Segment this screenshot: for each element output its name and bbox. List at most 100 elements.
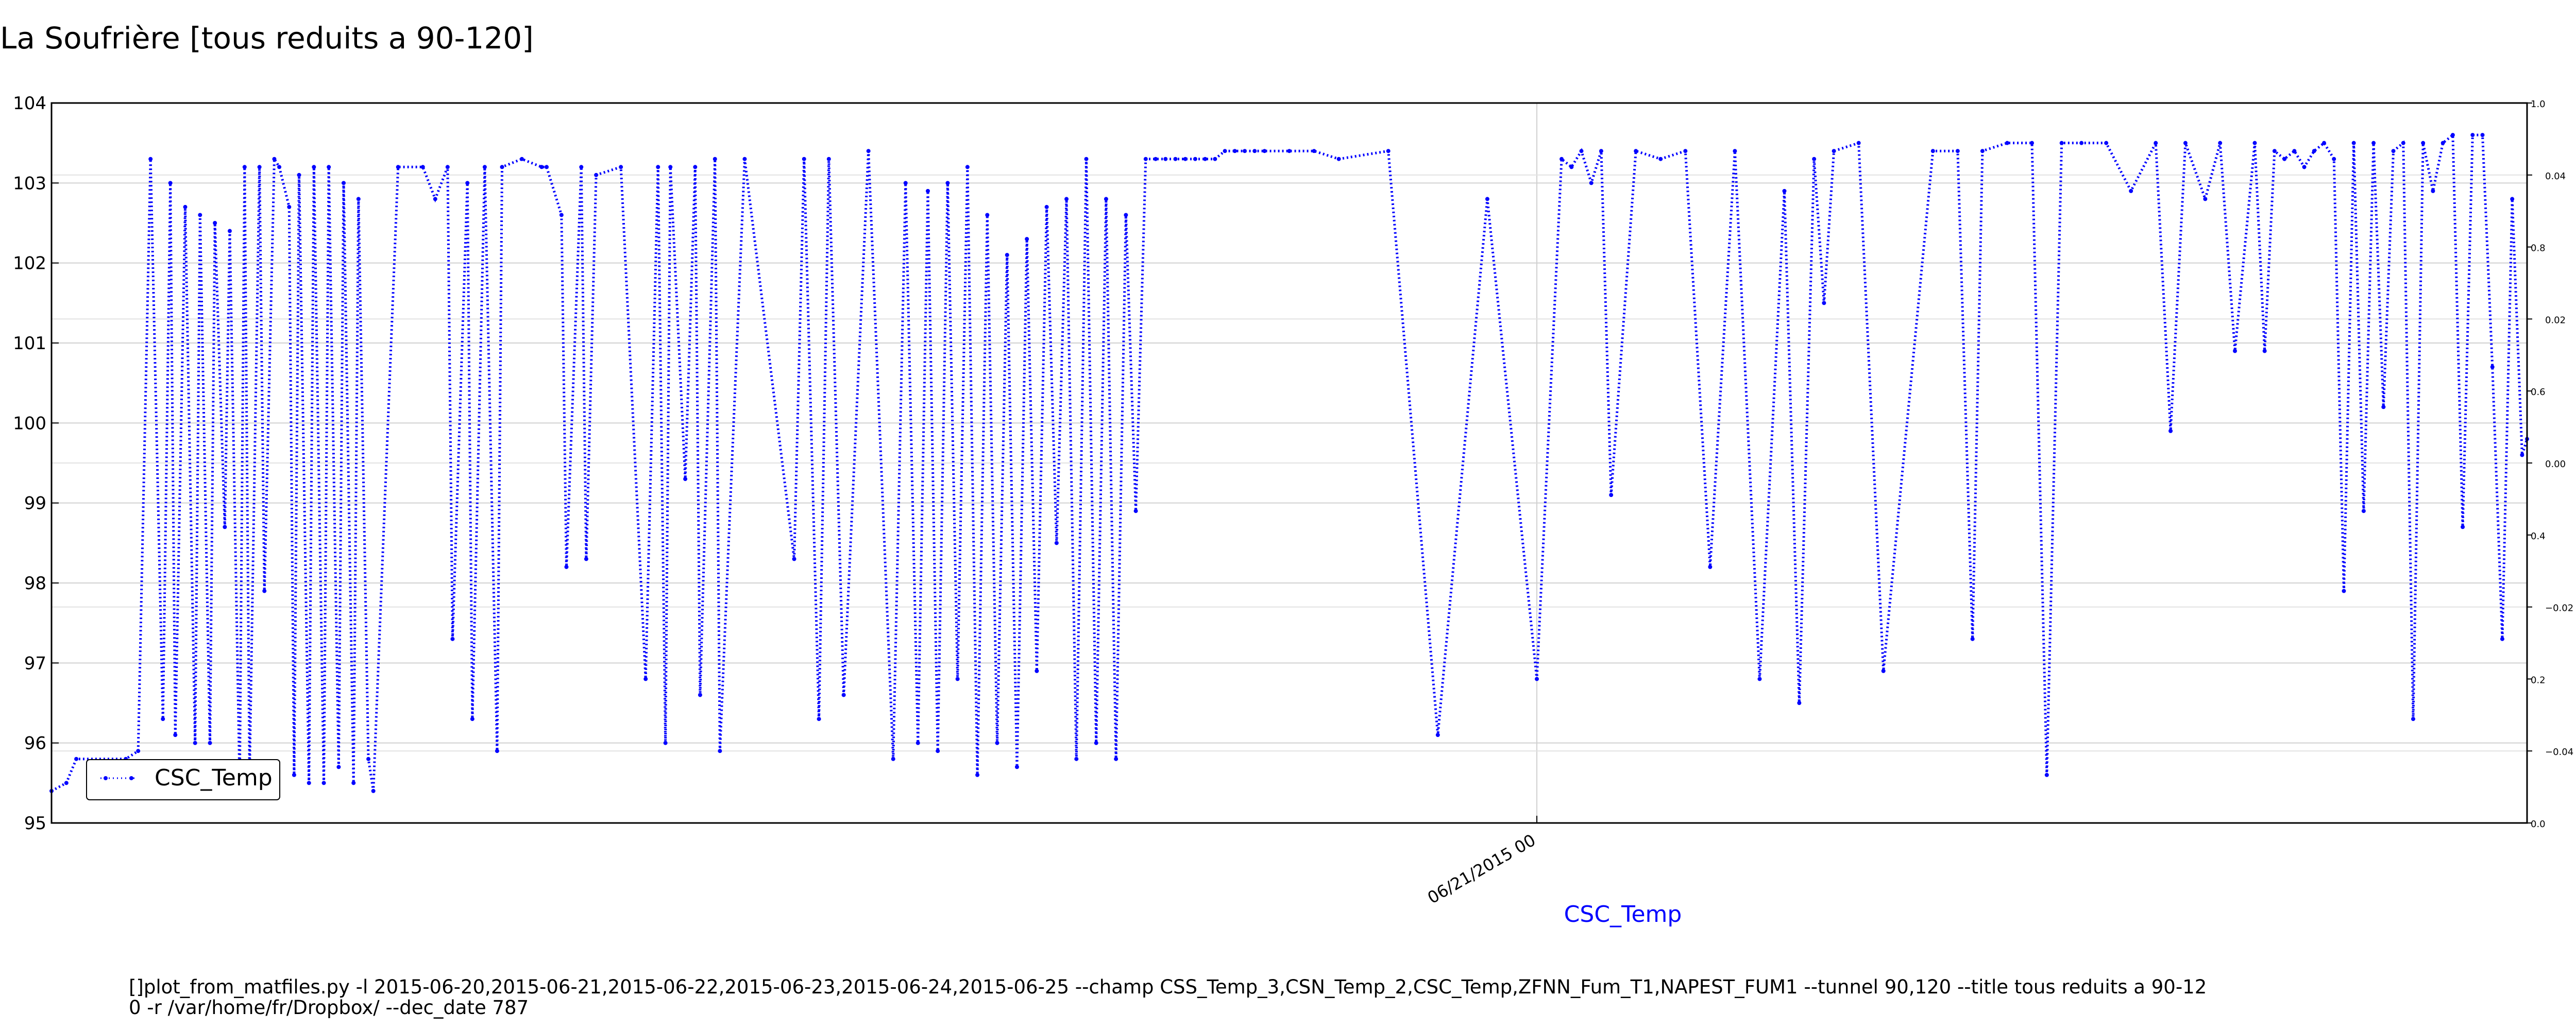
series-point	[2490, 365, 2495, 369]
series-point	[312, 165, 316, 169]
series-point	[2431, 188, 2435, 193]
series-point	[2282, 157, 2287, 161]
series-point	[2154, 141, 2158, 145]
series-point	[2104, 141, 2109, 145]
series-point	[656, 165, 660, 169]
series-point	[2470, 133, 2475, 138]
series-point	[1074, 757, 1079, 761]
series-point	[287, 204, 292, 209]
series-point	[2461, 525, 2465, 529]
series-point	[668, 165, 673, 169]
series-point	[663, 741, 668, 745]
series-point	[433, 197, 437, 201]
series-point	[841, 693, 846, 697]
series-point	[2183, 141, 2188, 145]
series-point	[321, 781, 326, 785]
series-point	[2044, 772, 2049, 777]
series-point	[1930, 149, 1935, 153]
series-point	[500, 165, 504, 169]
series-point	[1579, 149, 1584, 153]
series-point	[1044, 204, 1049, 209]
series-point	[2272, 149, 2277, 153]
series-point	[1035, 668, 1039, 673]
series-point	[470, 717, 474, 722]
page-title: La Soufrière [tous reduits a 90-120]	[0, 21, 534, 56]
series-point	[327, 165, 331, 169]
right-tick-label: 0.2	[2531, 675, 2546, 685]
series-point	[742, 157, 747, 161]
series-point	[208, 741, 212, 745]
series-point	[262, 589, 267, 593]
y-tick-label: 102	[13, 253, 46, 274]
series-point	[1143, 157, 1148, 161]
series-point	[1485, 197, 1489, 201]
series-point	[1970, 637, 1975, 641]
series-point	[817, 717, 821, 722]
command-line-1: []plot_from_matfiles.py -l 2015-06-20,20…	[129, 976, 2207, 998]
series-point	[1114, 757, 1118, 761]
series-point	[2411, 717, 2415, 722]
grid-lines	[52, 103, 2527, 823]
series-point	[292, 772, 296, 777]
series-point	[1782, 188, 1787, 193]
series-point	[1535, 677, 1539, 681]
series-point	[1980, 149, 1985, 153]
series-point	[445, 165, 450, 169]
series-point	[1797, 701, 1802, 705]
x-axis-ticks: 06/21/2015 00	[1424, 816, 1539, 908]
series-point	[223, 525, 227, 529]
series-point	[545, 165, 549, 169]
right-tick-label: 0.8	[2531, 243, 2546, 254]
series-point	[1252, 149, 1257, 153]
series-point	[995, 741, 999, 745]
series-point	[826, 157, 831, 161]
series-point	[2342, 589, 2346, 593]
legend-marker	[104, 776, 108, 780]
series-point	[1435, 733, 1440, 737]
series-point	[2218, 141, 2223, 145]
right-axis-ticks: 0.0 0.2 0.4 0.6 0.8 1.0 −0.04 −0.02 0.00 0.02 0.04	[2527, 99, 2573, 830]
right-tick-label: −0.02	[2545, 603, 2573, 614]
series-point	[2371, 141, 2376, 145]
series-point	[1683, 149, 1688, 153]
series-point	[1560, 157, 1564, 161]
series-point	[579, 165, 584, 169]
series-point	[356, 197, 361, 201]
series-point	[936, 749, 940, 753]
series-point	[1243, 149, 1247, 153]
series-point	[148, 157, 153, 161]
series-point	[1154, 157, 1158, 161]
y-tick-label: 97	[24, 653, 46, 674]
series-point	[272, 157, 277, 161]
series-point	[1757, 677, 1762, 681]
series-point	[161, 717, 165, 722]
series-point	[351, 781, 356, 785]
y-tick-label: 95	[24, 813, 46, 834]
series-point	[2361, 509, 2366, 513]
series-point	[1812, 157, 1817, 161]
series-point	[1881, 668, 1886, 673]
series-point	[2421, 141, 2426, 145]
series-point	[1822, 301, 1826, 305]
series-point	[1193, 157, 1197, 161]
series-point	[1658, 157, 1663, 161]
series-point	[450, 637, 455, 641]
series-point	[2332, 157, 2336, 161]
right-tick-label: 1.0	[2531, 99, 2546, 110]
series-point	[198, 213, 202, 217]
y-axis-ticks: 95 96 97 98 99 100 101 102 103 104	[13, 93, 59, 834]
series-point	[1064, 197, 1069, 201]
right-tick-label: 0.4	[2531, 531, 2546, 542]
series-point	[1223, 149, 1227, 153]
series-point	[1232, 149, 1237, 153]
series-point	[1708, 564, 1713, 569]
series-point	[1312, 149, 1316, 153]
series-point	[1005, 253, 1009, 258]
series-point	[713, 157, 717, 161]
series-point	[64, 781, 69, 785]
series-lines	[49, 132, 2529, 793]
series-point	[1832, 149, 1836, 153]
series-point	[693, 165, 698, 169]
right-tick-label: 0.02	[2545, 315, 2566, 325]
